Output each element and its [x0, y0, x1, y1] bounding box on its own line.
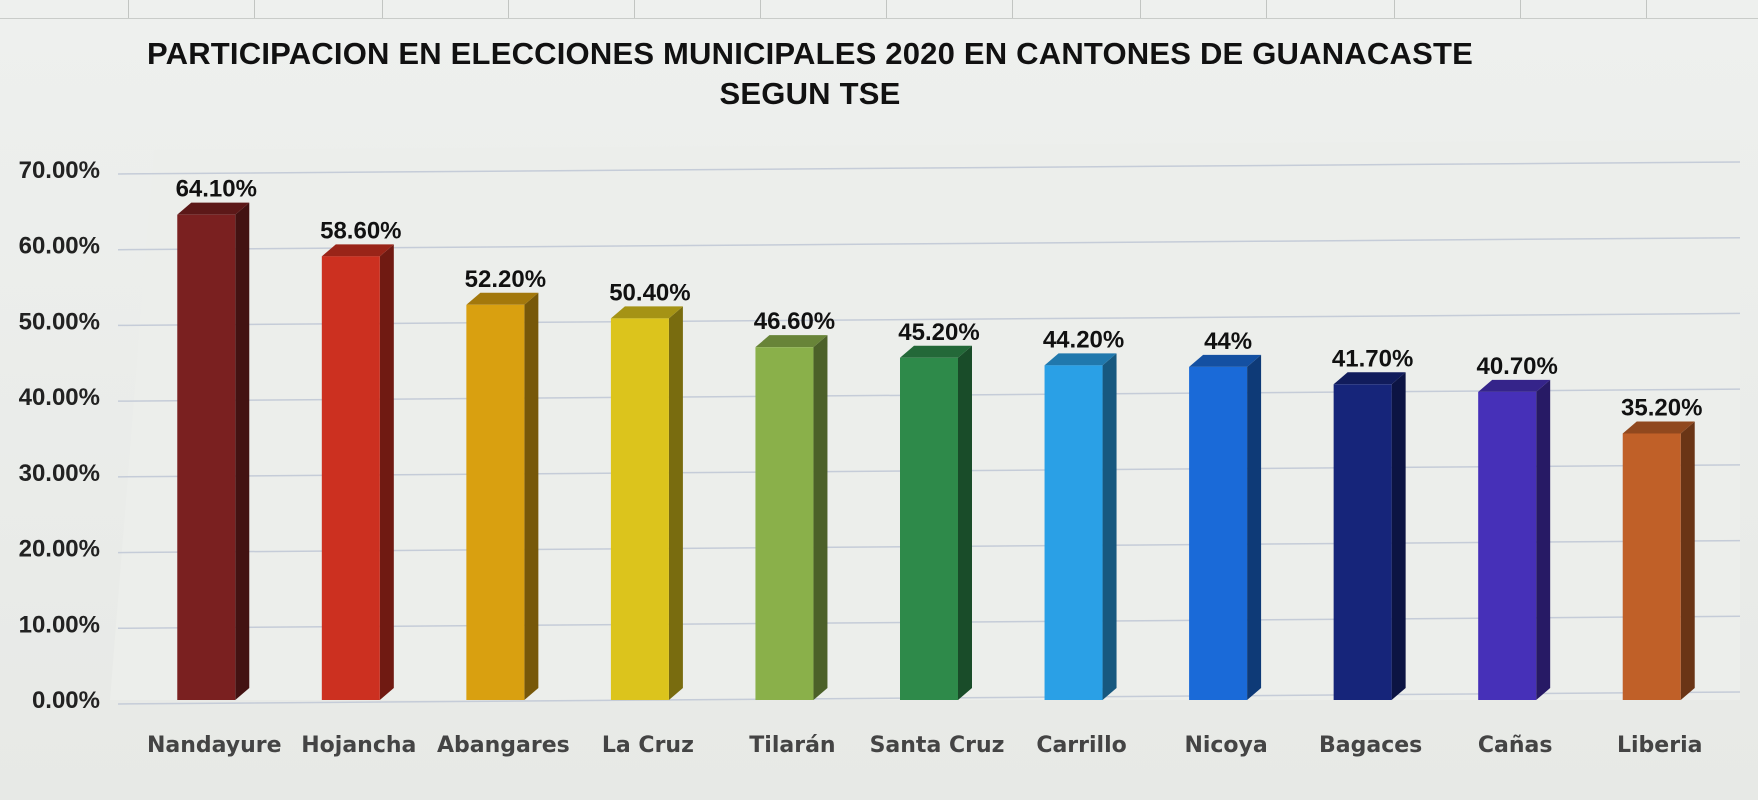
y-tick-label: 70.00%	[19, 157, 100, 184]
bar-top	[755, 335, 828, 348]
y-tick-label: 40.00%	[19, 384, 100, 411]
gridline	[117, 161, 1741, 175]
bar	[466, 304, 525, 700]
data-label: 44.20%	[1043, 326, 1124, 353]
bar	[321, 256, 380, 700]
data-label: 45.20%	[898, 319, 979, 346]
x-tick-label: Nicoya	[1184, 733, 1267, 758]
data-label: 64.10%	[176, 176, 257, 203]
x-tick-label: Bagaces	[1319, 733, 1422, 758]
bar-side	[958, 345, 972, 700]
x-tick-label: Hojancha	[301, 733, 416, 758]
x-tick-label: Santa Cruz	[870, 733, 1005, 758]
bar-top	[321, 244, 394, 257]
x-tick-label: Carrillo	[1036, 733, 1126, 758]
bar	[755, 347, 814, 700]
bar-top	[177, 202, 250, 215]
chart-title: PARTICIPACION EN ELECCIONES MUNICIPALES …	[147, 36, 1473, 71]
bar-side	[813, 335, 828, 700]
y-tick-label: 0.00%	[32, 687, 100, 714]
bar-top	[610, 306, 683, 319]
bar-top	[1622, 421, 1695, 434]
x-tick-label: Cañas	[1478, 733, 1553, 758]
bar-side	[235, 202, 250, 700]
bar	[1622, 433, 1681, 700]
x-tick-label: Abangares	[437, 733, 570, 758]
data-label: 52.20%	[465, 266, 546, 293]
bar-top	[1189, 354, 1262, 367]
bar	[1333, 384, 1392, 700]
bar	[1189, 366, 1248, 700]
y-tick-label: 30.00%	[19, 460, 100, 487]
bar	[610, 318, 669, 700]
bar-side	[668, 306, 683, 700]
data-label: 44%	[1204, 328, 1252, 355]
data-label: 46.60%	[754, 308, 835, 335]
bar-side	[524, 292, 539, 700]
x-tick-label: Tilarán	[749, 733, 835, 758]
data-label: 58.60%	[320, 217, 401, 244]
x-tick-label: Nandayure	[147, 733, 282, 758]
data-label: 40.70%	[1476, 353, 1557, 380]
bar-side	[379, 244, 394, 701]
x-tick-label: Liberia	[1617, 733, 1702, 758]
chart-subtitle: SEGUN TSE	[719, 76, 901, 111]
bar	[900, 357, 958, 700]
bar-top	[466, 292, 539, 305]
chart-title-block: PARTICIPACION EN ELECCIONES MUNICIPALES …	[100, 34, 1520, 114]
data-label: 35.20%	[1621, 394, 1702, 421]
bar-side	[1680, 421, 1695, 700]
bar-top	[900, 345, 972, 358]
x-tick-label: La Cruz	[602, 733, 694, 758]
data-label: 50.40%	[609, 279, 690, 306]
spreadsheet-column-lines	[0, 0, 1758, 19]
bar-top	[1333, 372, 1406, 385]
y-tick-label: 50.00%	[19, 308, 100, 335]
bar	[1478, 391, 1537, 700]
bar-side	[1102, 353, 1117, 700]
y-tick-label: 60.00%	[19, 233, 100, 260]
y-tick-label: 20.00%	[19, 536, 100, 563]
bar-side	[1391, 372, 1406, 700]
bar	[177, 214, 236, 700]
data-label: 41.70%	[1332, 345, 1413, 372]
bar-side	[1247, 354, 1262, 700]
y-tick-label: 10.00%	[19, 611, 100, 638]
bar-top	[1478, 379, 1551, 392]
bar	[1044, 365, 1103, 700]
bar-top	[1044, 353, 1117, 366]
bar-side	[1536, 379, 1551, 700]
